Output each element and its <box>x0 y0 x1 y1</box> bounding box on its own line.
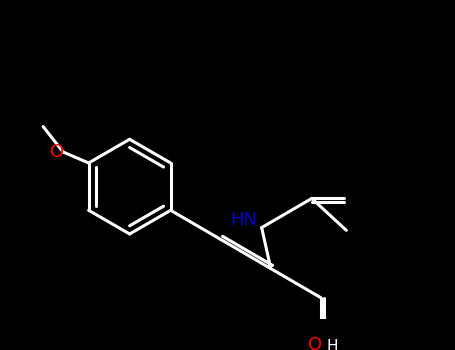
Text: H: H <box>326 340 338 350</box>
Text: O: O <box>50 143 64 161</box>
Text: O: O <box>308 336 322 350</box>
Text: HN: HN <box>230 211 257 229</box>
